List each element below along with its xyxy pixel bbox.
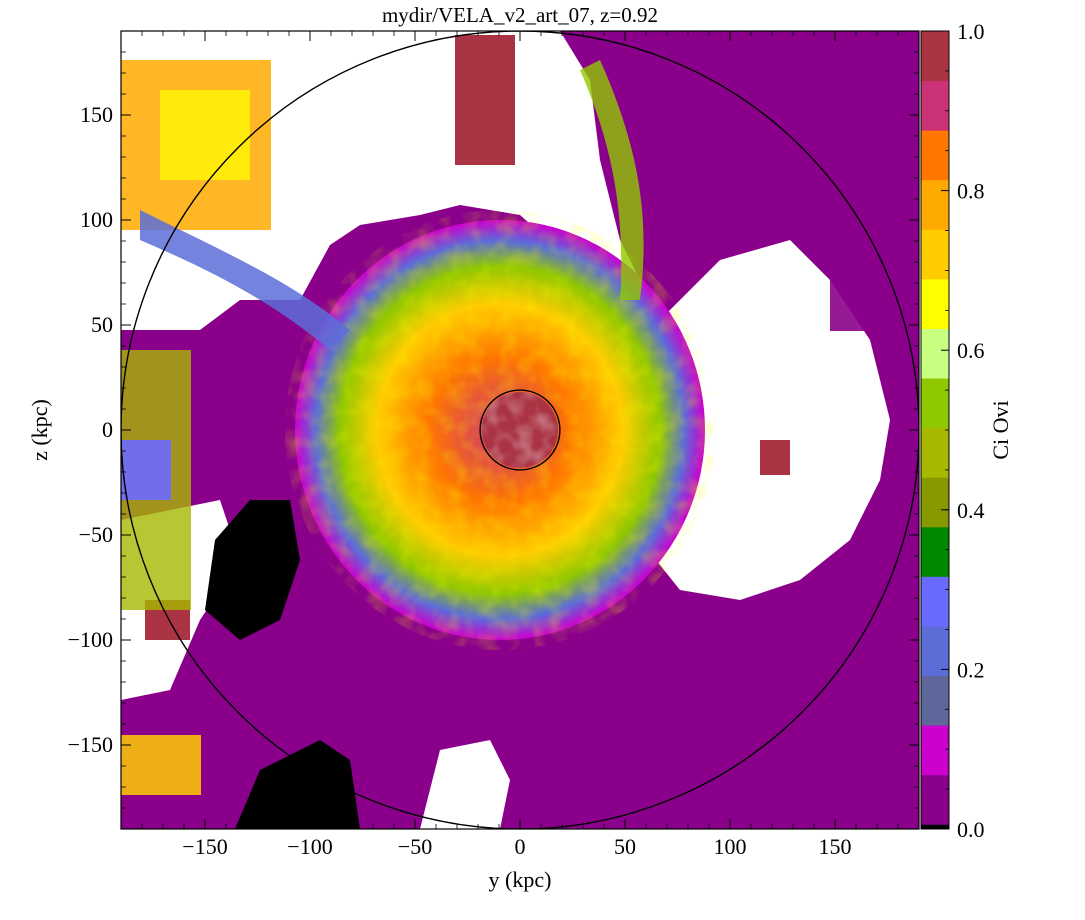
maroon-block-right — [760, 440, 790, 475]
colorbar-segment — [921, 526, 949, 577]
purple-haze-right — [830, 31, 919, 331]
colorbar-label: Ci Ovi — [988, 400, 1013, 459]
white-region-bottom — [420, 740, 510, 829]
color-patch-left-2 — [121, 440, 171, 500]
colorbar-segment — [921, 378, 949, 429]
colorbar-tick-label: 0.8 — [957, 179, 985, 204]
y-tick-label: 100 — [80, 207, 113, 232]
x-tick-label: −50 — [398, 834, 432, 859]
filament-upper-left — [140, 210, 350, 350]
y-tick-label: −50 — [79, 522, 113, 547]
y-tick-label: 50 — [91, 312, 113, 337]
x-axis-label: y (kpc) — [489, 867, 552, 892]
colorbar-segment — [921, 31, 949, 82]
plot-area — [121, 31, 919, 829]
colorbar: 0.0 0.2 0.4 0.6 0.8 1.0 — [920, 19, 985, 842]
colorbar-tick-label: 0.0 — [957, 817, 985, 842]
filament-upper-right — [580, 60, 644, 300]
colorbar-segment — [921, 80, 949, 131]
colorbar-tick-label: 0.6 — [957, 338, 985, 363]
colorbar-tick-label: 0.4 — [957, 498, 985, 523]
color-patch-topleft-2 — [160, 90, 250, 180]
colorbar-segment — [921, 725, 949, 776]
inner-core-noise — [482, 392, 558, 468]
y-tick-label: 150 — [80, 102, 113, 127]
colorbar-segment — [921, 427, 949, 478]
black-region-left — [205, 500, 300, 640]
x-tick-label: 100 — [714, 834, 747, 859]
colorbar-segment — [921, 675, 949, 726]
colorbar-segment — [921, 130, 949, 181]
black-region-bottom — [235, 740, 360, 829]
colorbar-segment — [921, 278, 949, 329]
colorbar-segment — [921, 328, 949, 379]
colorbar-segment — [921, 824, 949, 829]
maroon-block-top — [455, 35, 515, 165]
colorbar-tick-label: 0.2 — [957, 657, 985, 682]
y-axis-label: z (kpc) — [27, 399, 52, 461]
colorbar-tick-label: 1.0 — [957, 19, 985, 44]
x-tick-label: 0 — [515, 834, 526, 859]
colorbar-segment — [921, 774, 949, 825]
chart-title: mydir/VELA_v2_art_07, z=0.92 — [382, 3, 658, 27]
color-patch-bottomleft — [121, 735, 201, 795]
x-tick-label: 150 — [819, 834, 852, 859]
x-tick-label: −100 — [287, 834, 332, 859]
inner-radius-circle — [479, 389, 561, 471]
y-tick-label: −150 — [68, 732, 113, 757]
y-tick-label: 0 — [102, 417, 113, 442]
colorbar-segment — [921, 477, 949, 528]
colorbar-segment — [921, 229, 949, 280]
x-tick-label: 50 — [614, 834, 636, 859]
colorbar-segment — [921, 179, 949, 230]
colorbar-segment — [921, 625, 949, 676]
y-tick-label: −100 — [68, 627, 113, 652]
x-tick-label: −150 — [182, 834, 227, 859]
colorbar-segment — [921, 576, 949, 627]
